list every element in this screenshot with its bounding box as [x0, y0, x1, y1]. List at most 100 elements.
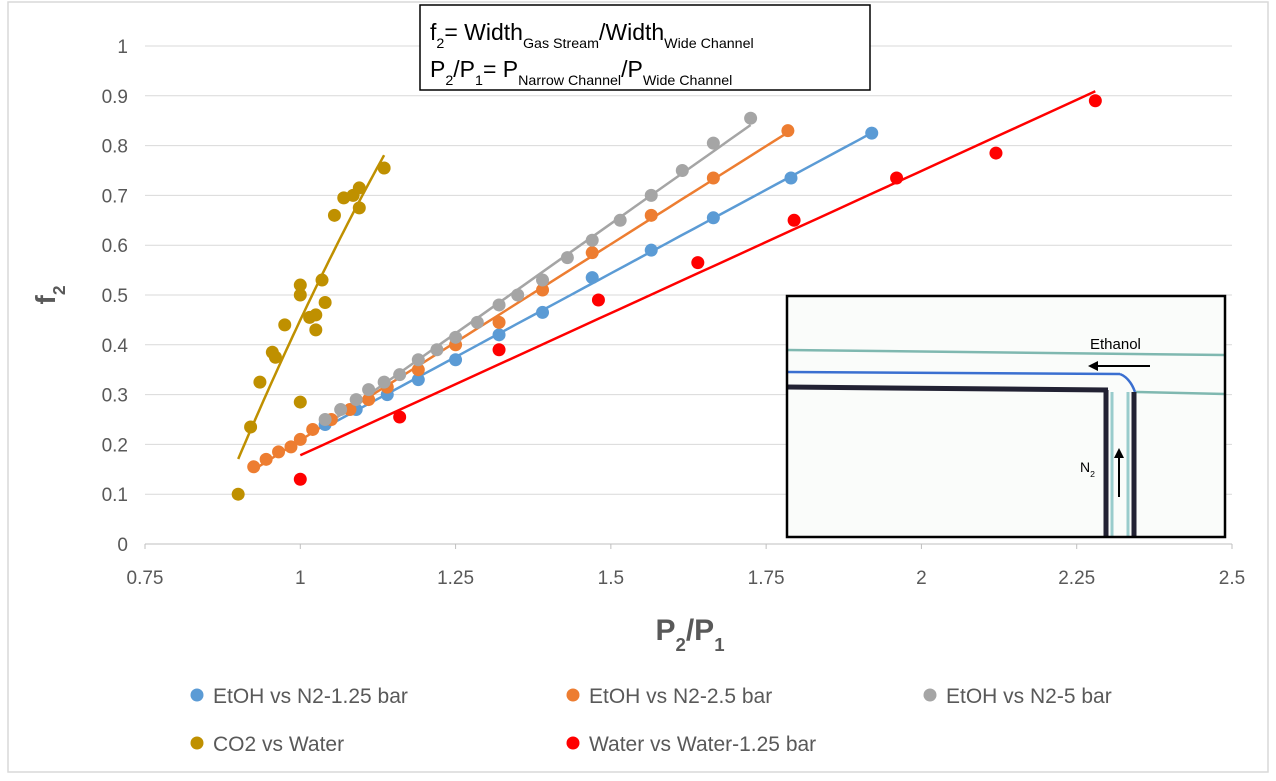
subscript: 1: [475, 73, 483, 89]
data-point: [865, 126, 879, 140]
data-point: [293, 288, 307, 302]
legend-label: EtOH vs N2-2.5 bar: [589, 685, 772, 708]
channel-wall: [786, 348, 1226, 357]
data-point: [284, 440, 298, 454]
data-point: [247, 460, 261, 474]
data-point: [585, 233, 599, 247]
data-point: [293, 472, 307, 486]
data-point: [293, 432, 307, 446]
y-tick-label: 1: [117, 37, 128, 58]
text-part: f: [430, 19, 437, 45]
arrow-head: [1114, 448, 1124, 458]
data-point: [492, 343, 506, 357]
legend-label: CO2 vs Water: [213, 733, 344, 756]
text-part: /P: [686, 614, 714, 647]
inset-image: Ethanol N2: [785, 294, 1227, 539]
text-part: /Width: [599, 19, 664, 45]
subscript: Wide Channel: [664, 36, 754, 52]
data-point: [536, 283, 550, 297]
data-point: [536, 305, 550, 319]
interface-line: [1119, 372, 1137, 393]
data-point: [377, 161, 391, 175]
y-tick-label: 0.6: [102, 236, 128, 257]
data-point: [613, 213, 627, 227]
y-tick-label: 0.4: [102, 336, 129, 357]
data-point: [253, 375, 267, 389]
subscript: 2: [49, 286, 69, 296]
data-point: [309, 308, 323, 322]
trend-line: [237, 154, 386, 460]
legend-marker: [923, 688, 937, 702]
data-point: [644, 188, 658, 202]
data-point: [393, 410, 407, 424]
data-point: [1088, 94, 1102, 108]
data-point: [470, 315, 484, 329]
x-tick-label: 2.25: [1058, 568, 1095, 589]
legend-marker: [190, 688, 204, 702]
data-point: [492, 328, 506, 342]
data-point: [560, 251, 574, 265]
legend-marker: [566, 736, 580, 750]
data-point: [362, 383, 376, 397]
inset-label: N2: [1080, 459, 1095, 479]
data-point: [259, 452, 273, 466]
data-point: [706, 211, 720, 225]
y-tick-label: 0.8: [102, 137, 128, 158]
data-point: [744, 111, 758, 125]
data-point: [411, 353, 425, 367]
data-point: [585, 271, 599, 285]
x-tick-label: 0.75: [127, 568, 164, 589]
text-part: /P: [453, 56, 475, 82]
x-tick-label: 2.5: [1219, 568, 1245, 589]
subscript: Gas Stream: [523, 36, 599, 52]
data-point: [318, 295, 332, 309]
subscript: 1: [714, 634, 724, 655]
data-point: [268, 350, 282, 364]
data-point: [511, 288, 525, 302]
chart-title: f2= WidthGas Stream/WidthWide Channel: [430, 19, 754, 52]
data-point: [591, 293, 605, 307]
data-point: [784, 171, 798, 185]
legend-marker: [190, 736, 204, 750]
data-point: [306, 422, 320, 436]
y-tick-label: 0.1: [102, 485, 128, 506]
subscript: 2: [1090, 469, 1095, 479]
x-tick-label: 1: [295, 568, 306, 589]
subscript: 2: [436, 36, 444, 52]
data-point: [492, 298, 506, 312]
y-tick-label: 0.9: [102, 87, 128, 108]
data-point: [318, 413, 332, 426]
data-point: [706, 171, 720, 185]
data-point: [327, 208, 341, 222]
data-point: [430, 343, 444, 357]
text-part: = P: [483, 56, 518, 82]
subscript: Wide Channel: [643, 73, 733, 89]
subscript: 2: [445, 73, 453, 89]
data-point: [411, 363, 425, 377]
subscript: Narrow Channel: [518, 73, 621, 89]
chart-title: P2/P1= PNarrow Channel/PWide Channel: [430, 56, 732, 89]
y-tick-label: 0.7: [102, 186, 128, 207]
data-point: [675, 164, 689, 177]
data-point: [393, 368, 407, 382]
y-tick-label: 0.3: [102, 386, 128, 407]
y-tick-label: 0.2: [102, 435, 128, 456]
x-tick-label: 1.75: [748, 568, 785, 589]
data-point: [343, 403, 357, 417]
text-part: P: [430, 56, 445, 82]
y-axis-label: f2: [30, 286, 69, 305]
data-point: [781, 124, 795, 138]
data-point: [644, 243, 658, 257]
x-tick-label: 1.5: [598, 568, 624, 589]
arrow-head: [1088, 361, 1098, 371]
text-part: /P: [621, 56, 643, 82]
data-point: [377, 375, 391, 389]
data-point: [706, 136, 720, 150]
data-point: [231, 487, 245, 501]
y-tick-label: 0.5: [102, 286, 128, 307]
data-point: [278, 318, 292, 332]
data-point: [293, 395, 307, 409]
legend-marker: [566, 688, 580, 702]
